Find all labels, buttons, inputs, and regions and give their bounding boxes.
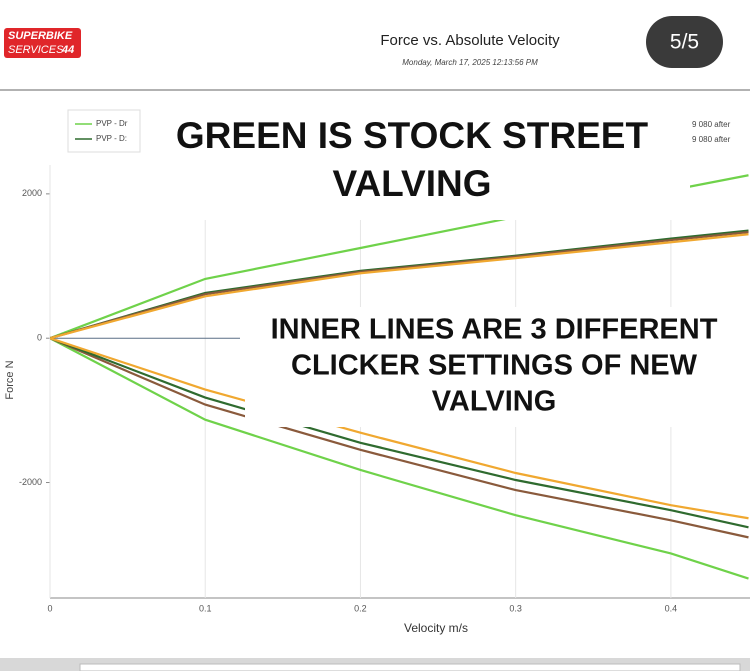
annotation-text: VALVING [432, 386, 557, 418]
series-line [50, 337, 749, 529]
annotation: INNER LINES ARE 3 DIFFERENT CLICKER SETTI… [245, 307, 740, 427]
annotation-text: GREEN IS STOCK STREET [176, 115, 649, 156]
page-badge-bg [646, 16, 723, 68]
y-tick-label: 2000 [22, 188, 42, 198]
annotation: GREEN IS STOCK STREET VALVING [145, 105, 690, 220]
chart-subtitle: Monday, March 17, 2025 12:13:56 PM [402, 58, 538, 67]
x-axis-label: Velocity m/s [404, 621, 468, 635]
annotation-bg [145, 105, 690, 220]
logo: SUPERBIKE SERVICES 44 [4, 28, 81, 58]
logo-number: 44 [61, 44, 74, 56]
series-line [50, 233, 749, 340]
x-tick-label: 0.2 [354, 603, 367, 613]
logo-line1: SUPERBIKE [8, 30, 73, 42]
legend-note: 9 080 after [692, 135, 731, 144]
legend-label: PVP - Dr [96, 119, 128, 128]
annotation-text: INNER LINES ARE 3 DIFFERENT [271, 314, 718, 346]
page-badge: 5/5 [670, 31, 699, 54]
logo-box [4, 28, 81, 58]
x-tick-label: 0.1 [199, 603, 212, 613]
series-line [50, 337, 749, 580]
series-line [50, 337, 749, 520]
x-tick-label: 0.3 [509, 603, 522, 613]
x-tick-label: 0.4 [665, 603, 678, 613]
y-tick-label: 0 [37, 333, 42, 343]
y-tick-label: -2000 [19, 477, 42, 487]
annotation-text: VALVING [333, 163, 492, 204]
y-axis-label: Force N [4, 360, 16, 399]
legend: PVP - Dr PVP - D: 9 080 after 9 080 after [67, 109, 731, 153]
x-tick-label: 0 [47, 603, 52, 613]
bottom-box [79, 663, 741, 671]
legend-box [67, 109, 141, 153]
series-line [50, 337, 749, 539]
legend-note: 9 080 after [692, 120, 731, 129]
logo-line2: SERVICES [8, 44, 64, 56]
legend-label: PVP - D: [96, 134, 127, 143]
chart-title: Force vs. Absolute Velocity [380, 32, 560, 49]
annotation-bg [245, 307, 740, 427]
series-line [50, 231, 749, 340]
annotation-text: CLICKER SETTINGS OF NEW [291, 350, 698, 382]
